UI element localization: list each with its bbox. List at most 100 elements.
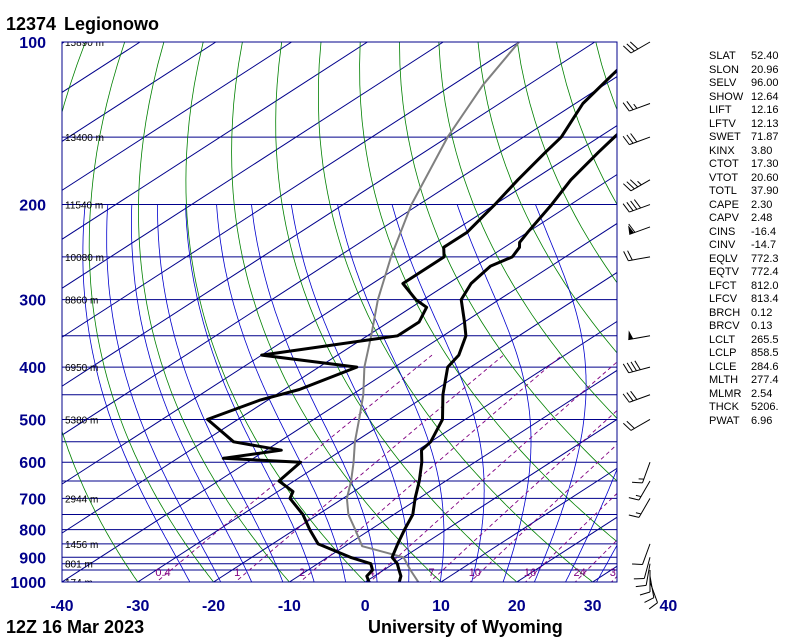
index-value: 52.40 bbox=[751, 50, 779, 62]
isotherm-line bbox=[440, 467, 617, 582]
index-row: LFCV 813.4 bbox=[709, 293, 800, 307]
temperature-tick-label: -10 bbox=[278, 598, 301, 615]
index-row: SLAT 52.40 bbox=[709, 50, 800, 64]
wind-barb bbox=[622, 101, 651, 112]
isotherm-line bbox=[62, 42, 444, 289]
index-value: -14.7 bbox=[751, 239, 777, 251]
wind-barb bbox=[623, 419, 651, 431]
isotherm-line bbox=[137, 271, 617, 582]
index-row: PWAT 6.96 bbox=[709, 415, 800, 429]
moist-adiabat-line bbox=[157, 204, 284, 582]
temperature-tick-label: -40 bbox=[50, 598, 73, 615]
index-value: 17.30 bbox=[751, 158, 779, 170]
plot-border bbox=[61, 41, 618, 583]
index-value: 2.30 bbox=[751, 198, 773, 211]
wind-barbs bbox=[622, 41, 658, 610]
isotherm-line bbox=[62, 125, 617, 485]
source-credit: University of Wyoming bbox=[368, 617, 563, 637]
pressure-tick-label: 300 bbox=[19, 293, 46, 310]
wind-barb bbox=[628, 480, 651, 501]
index-name: LCLE bbox=[709, 360, 737, 373]
index-row: BRCH 0.12 bbox=[709, 307, 800, 321]
station-id: 12374 bbox=[6, 14, 56, 34]
temperature-tick-label: 10 bbox=[432, 598, 450, 615]
mixing-ratio-line bbox=[234, 354, 504, 582]
wind-barb bbox=[632, 543, 651, 566]
index-row: LCLE 284.6 bbox=[709, 361, 800, 375]
wind-barb bbox=[628, 330, 651, 341]
plot-frame bbox=[61, 41, 618, 583]
index-row: SLON 20.96 bbox=[709, 64, 800, 78]
height-label: 2944 m bbox=[65, 494, 98, 505]
temperature-tick-label: 0 bbox=[361, 598, 370, 615]
height-label: 174 m bbox=[65, 578, 93, 589]
height-label: 10080 m bbox=[65, 253, 104, 264]
moist-adiabat-line bbox=[596, 544, 617, 582]
index-row: LFTV 12.13 bbox=[709, 118, 800, 132]
temperature-profile-line bbox=[390, 132, 617, 582]
index-row: EQLV 772.3 bbox=[709, 253, 800, 267]
temperature-tick-label: 40 bbox=[660, 598, 678, 615]
index-name: CINS bbox=[709, 225, 736, 238]
index-value: 2.54 bbox=[751, 387, 773, 400]
height-label: 8860 m bbox=[65, 296, 98, 307]
index-value: 0.12 bbox=[751, 306, 773, 319]
index-row: CINS -16.4 bbox=[709, 226, 800, 240]
index-value: 284.6 bbox=[751, 360, 779, 373]
wind-barb bbox=[622, 199, 651, 213]
index-name: CAPV bbox=[709, 212, 739, 224]
index-name: CAPE bbox=[709, 198, 739, 211]
index-value: 12.16 bbox=[751, 104, 779, 116]
isotherm-line bbox=[289, 369, 617, 582]
dry-adiabat-line bbox=[477, 42, 617, 354]
height-label: 801 m bbox=[65, 560, 93, 571]
wind-barb bbox=[644, 575, 655, 603]
height-label: 5380 m bbox=[65, 415, 98, 426]
mixing-ratio-label: 16 bbox=[524, 567, 536, 579]
wind-barb bbox=[622, 360, 651, 374]
dewpoint-profile-line bbox=[206, 68, 617, 582]
height-label: 15890 m bbox=[65, 38, 104, 49]
index-name: THCK bbox=[709, 401, 739, 413]
index-value: 0.13 bbox=[751, 320, 773, 332]
index-value: 277.4 bbox=[751, 374, 779, 386]
isotherm-line bbox=[364, 418, 617, 582]
index-row: EQTV 772.4 bbox=[709, 266, 800, 280]
index-row: CAPE 2.30 bbox=[709, 199, 800, 213]
isotherm-line bbox=[62, 42, 217, 142]
index-value: 5206. bbox=[751, 401, 779, 413]
mixing-ratio-label: 0.4 bbox=[155, 567, 170, 579]
index-value: -16.4 bbox=[751, 225, 777, 238]
isotherm-line bbox=[62, 42, 368, 240]
isotherm-line bbox=[62, 173, 617, 534]
wind-barb bbox=[622, 133, 651, 146]
index-name: CTOT bbox=[709, 158, 739, 170]
index-name: KINX bbox=[709, 144, 735, 157]
index-name: MLTH bbox=[709, 374, 739, 386]
index-row: VTOT 20.60 bbox=[709, 172, 800, 186]
index-row: CTOT 17.30 bbox=[709, 158, 800, 172]
dry-adiabat-line bbox=[438, 42, 617, 419]
index-name: MLMR bbox=[709, 387, 742, 400]
index-value: 813.4 bbox=[751, 293, 779, 305]
index-name: EQLV bbox=[709, 252, 738, 265]
height-label: 6950 m bbox=[65, 363, 98, 374]
temperature-tick-label: 30 bbox=[584, 598, 602, 615]
index-row: SELV 96.00 bbox=[709, 77, 800, 91]
dry-adiabat-line bbox=[317, 42, 594, 582]
index-value: 96.00 bbox=[751, 77, 779, 89]
index-row: LCLT 265.5 bbox=[709, 334, 800, 348]
temperature-tick-label: -20 bbox=[202, 598, 225, 615]
index-value: 2.48 bbox=[751, 212, 773, 224]
height-label: 1456 m bbox=[65, 540, 98, 551]
moist-adiabat-line bbox=[290, 204, 410, 582]
index-row: MLTH 277.4 bbox=[709, 374, 800, 388]
dry-adiabat-line bbox=[88, 42, 215, 582]
index-name: LFCT bbox=[709, 279, 737, 292]
pressure-tick-label: 400 bbox=[19, 360, 46, 377]
dry-adiabat-line bbox=[516, 42, 617, 284]
mixing-ratio-line bbox=[469, 443, 617, 582]
pressure-tick-label: 900 bbox=[19, 550, 46, 567]
